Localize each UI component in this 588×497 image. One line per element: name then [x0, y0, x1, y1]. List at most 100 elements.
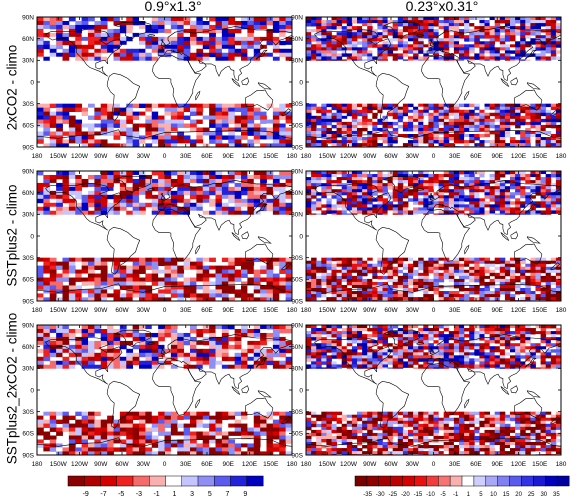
- heatmap-cell: [402, 263, 409, 268]
- heatmap-cell: [43, 356, 51, 362]
- heatmap-cell: [234, 325, 242, 330]
- heatmap-cell: [49, 190, 57, 196]
- heatmap-cell: [113, 178, 121, 184]
- heatmap-cell: [326, 130, 332, 135]
- heatmap-cell: [443, 183, 450, 187]
- x-tick-label: 180: [556, 307, 567, 314]
- heatmap-cell: [550, 143, 557, 147]
- heatmap-cell: [346, 192, 353, 196]
- heatmap-cell: [221, 107, 229, 113]
- heatmap-cell: [362, 281, 368, 286]
- heatmap-cell: [209, 202, 216, 208]
- heatmap-cell: [433, 263, 439, 268]
- heatmap-cell: [253, 36, 261, 42]
- heatmap-cell: [479, 263, 485, 268]
- heatmap-cell: [464, 269, 470, 274]
- heatmap-cell: [351, 204, 358, 208]
- heatmap-cell: [88, 131, 95, 136]
- heatmap-cell: [247, 194, 255, 200]
- heatmap-cell: [402, 195, 409, 199]
- heatmap-cell: [464, 44, 470, 48]
- heatmap-cell: [196, 352, 204, 358]
- heatmap-cell: [397, 32, 404, 36]
- heatmap-cell: [392, 53, 399, 57]
- heatmap-cell: [170, 40, 178, 46]
- heatmap-cell: [392, 56, 399, 60]
- heatmap-cell: [43, 265, 51, 270]
- heatmap-cell: [170, 265, 178, 270]
- heatmap-cell: [88, 135, 95, 140]
- heatmap-cell: [510, 118, 516, 123]
- heatmap-cell: [489, 189, 496, 193]
- heatmap-cell: [56, 285, 63, 290]
- heatmap-cell: [253, 44, 261, 50]
- heatmap-cell: [164, 257, 172, 263]
- heatmap-cell: [525, 124, 531, 129]
- heatmap-cell: [392, 130, 399, 135]
- heatmap-cell: [453, 23, 460, 27]
- heatmap-cell: [311, 53, 317, 57]
- heatmap-cell: [367, 281, 373, 286]
- heatmap-cell: [433, 59, 439, 61]
- heatmap-cell: [453, 257, 460, 262]
- heatmap-cell: [408, 59, 414, 61]
- heatmap-cell: [387, 291, 394, 295]
- heatmap-cell: [253, 123, 261, 128]
- heatmap-cell: [418, 177, 424, 181]
- heatmap-cell: [202, 364, 210, 369]
- heatmap-cell: [49, 131, 57, 136]
- heatmap-cell: [387, 207, 394, 211]
- heatmap-cell: [62, 297, 70, 302]
- heatmap-cell: [119, 265, 127, 270]
- heatmap-cell: [132, 20, 140, 26]
- heatmap-cell: [428, 204, 434, 208]
- heatmap-cell: [387, 38, 394, 42]
- heatmap-cell: [139, 36, 146, 42]
- heatmap-cell: [88, 182, 95, 188]
- heatmap-cell: [489, 269, 496, 274]
- heatmap-cell: [196, 131, 204, 136]
- heatmap-cell: [489, 35, 496, 39]
- heatmap-cell: [68, 135, 76, 140]
- heatmap-cell: [202, 20, 210, 26]
- heatmap-cell: [177, 36, 185, 42]
- heatmap-cell: [448, 112, 455, 117]
- heatmap-cell: [392, 186, 399, 190]
- heatmap-cell: [336, 140, 343, 144]
- heatmap-cell: [190, 293, 197, 298]
- heatmap-cell: [241, 127, 248, 132]
- heatmap-cell: [555, 275, 562, 280]
- heatmap-cell: [341, 20, 348, 24]
- x-tick-label: 180: [32, 307, 43, 314]
- heatmap-cell: [387, 266, 394, 271]
- heatmap-cell: [464, 124, 470, 129]
- heatmap-cell: [177, 111, 185, 116]
- heatmap-cell: [177, 178, 185, 184]
- heatmap-cell: [515, 204, 521, 208]
- heatmap-cell: [351, 103, 358, 108]
- heatmap-cell: [479, 26, 485, 30]
- heatmap-cell: [170, 115, 178, 120]
- heatmap-cell: [164, 40, 172, 46]
- heatmap-cell: [494, 174, 501, 178]
- x-tick-label: 90W: [363, 307, 377, 314]
- heatmap-cell: [247, 210, 255, 215]
- heatmap-cell: [428, 35, 434, 39]
- heatmap-cell: [158, 32, 165, 38]
- heatmap-cell: [234, 261, 242, 267]
- heatmap-cell: [37, 32, 44, 38]
- heatmap-cell: [387, 272, 394, 277]
- heatmap-cell: [183, 56, 191, 61]
- heatmap-cell: [535, 23, 541, 27]
- heatmap-cell: [234, 344, 242, 350]
- heatmap-cell: [215, 182, 223, 188]
- heatmap-cell: [183, 135, 191, 140]
- heatmap-cell: [540, 143, 547, 147]
- heatmap-cell: [321, 32, 327, 36]
- heatmap-cell: [177, 293, 185, 298]
- heatmap-cell: [545, 118, 552, 123]
- heatmap-cell: [62, 20, 70, 26]
- heatmap-cell: [438, 284, 445, 289]
- heatmap-cell: [183, 32, 191, 38]
- heatmap-cell: [56, 325, 63, 330]
